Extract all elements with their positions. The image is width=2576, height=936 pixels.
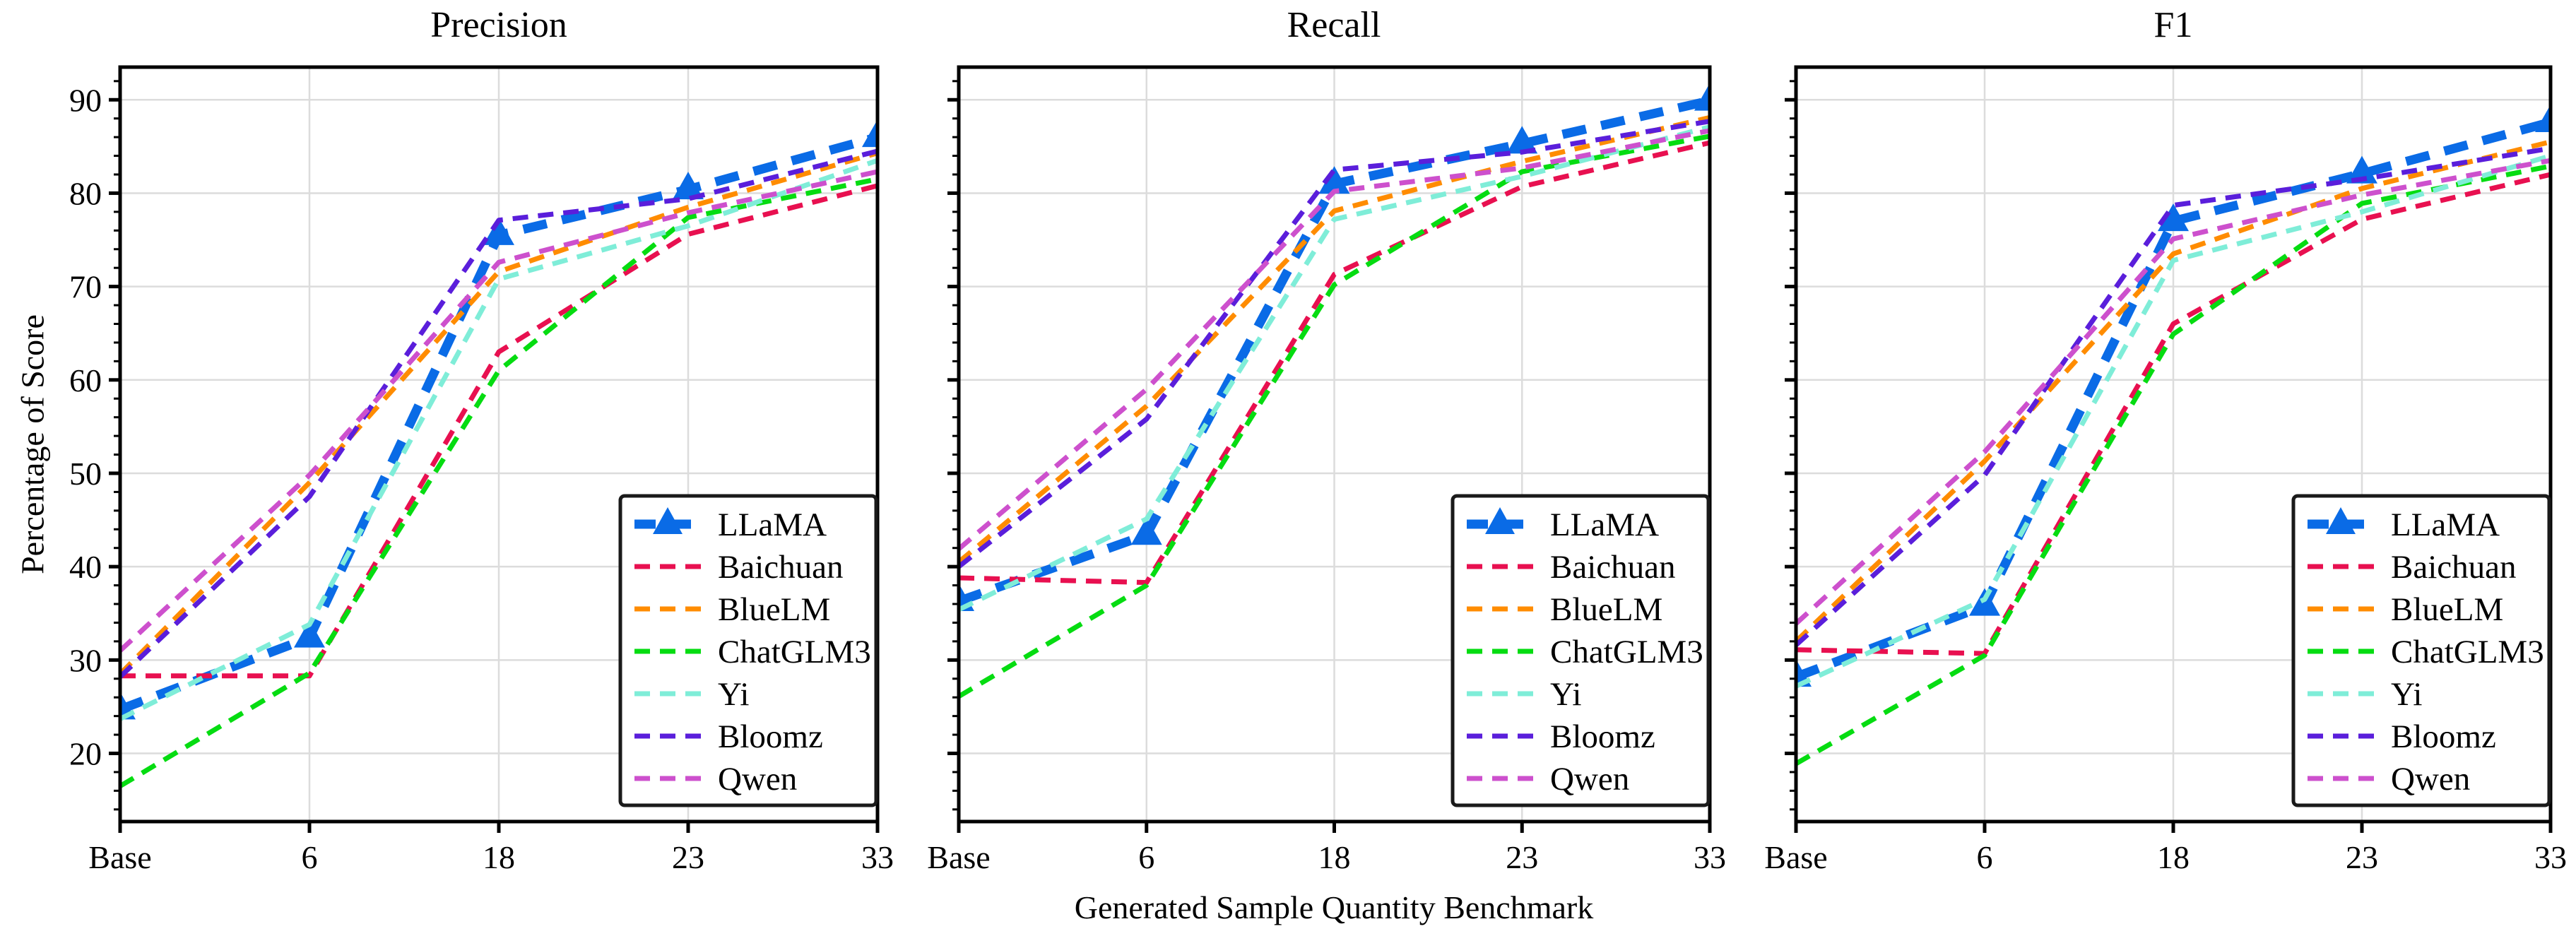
legend-box	[618, 494, 878, 807]
legend-precision: LLaMA Baichuan BlueLM ChatGLM3 Yi Bloomz Qwen	[618, 494, 878, 807]
legend-label-chatglm3: ChatGLM3	[2391, 634, 2544, 670]
x-tick-label-23: 23	[1506, 839, 1538, 875]
legend-label-bluelm: BlueLM	[718, 591, 830, 628]
legend-label-bloomz: Bloomz	[1550, 718, 1655, 755]
legend-label-bluelm: BlueLM	[1550, 591, 1662, 628]
legend-box	[2291, 494, 2551, 807]
y-tick-label-70: 70	[69, 269, 102, 305]
marker-llama-33	[2535, 104, 2551, 132]
series-line-precision-qwen	[120, 169, 878, 653]
x-tick-label-6: 6	[302, 839, 318, 875]
marker-llama-23	[1506, 126, 1538, 154]
y-axis-label: Percentage of Score	[14, 314, 51, 574]
legend-label-baichuan: Baichuan	[718, 549, 844, 586]
legend-label-bloomz: Bloomz	[718, 718, 823, 755]
x-tick-label-18: 18	[2157, 839, 2190, 875]
series-line-recall-qwen	[959, 128, 1710, 551]
x-tick-label-18: 18	[483, 839, 515, 875]
legend-label-chatglm3: ChatGLM3	[1550, 634, 1703, 670]
x-tick-label-23: 23	[2346, 839, 2378, 875]
series-line-precision-bluelm	[120, 150, 878, 676]
series-line-recall-bloomz	[959, 119, 1710, 569]
series-line-precision-yi	[120, 158, 878, 721]
series-line-f1-chatglm3	[1796, 163, 2551, 766]
series-group	[959, 83, 1710, 699]
y-tick-label-90: 90	[69, 82, 102, 118]
series-line-recall-yi	[959, 124, 1710, 612]
series-group	[120, 119, 878, 788]
series-line-recall-chatglm3	[959, 134, 1710, 699]
legend-label-yi: Yi	[718, 676, 749, 713]
legend-label-chatglm3: ChatGLM3	[718, 634, 871, 670]
y-tick-label-20: 20	[69, 736, 102, 772]
x-tick-label-33: 33	[2534, 839, 2567, 875]
x-axis-label: Generated Sample Quantity Benchmark	[1074, 889, 1594, 925]
marker-llama-18	[2158, 203, 2189, 232]
legend-label-baichuan: Baichuan	[2391, 549, 2517, 586]
legend-f1: LLaMA Baichuan BlueLM ChatGLM3 Yi Bloomz Qwen	[2291, 494, 2551, 807]
series-group	[1796, 104, 2551, 766]
y-tick-label-60: 60	[69, 362, 102, 398]
ticks	[947, 80, 1712, 833]
legend-label-llama: LLaMA	[2391, 506, 2500, 543]
legend-marker-llama	[1485, 507, 1515, 534]
legend-label-llama: LLaMA	[718, 506, 827, 543]
y-tick-label-50: 50	[69, 456, 102, 492]
marker-llama-6	[294, 620, 325, 648]
legend-recall: LLaMA Baichuan BlueLM ChatGLM3 Yi Bloomz Qwen	[1451, 494, 1711, 807]
legend-label-yi: Yi	[1550, 676, 1581, 713]
legend-box	[1451, 494, 1711, 807]
x-tick-label-18: 18	[1318, 839, 1351, 875]
subplot-title-f1: F1	[2153, 5, 2193, 45]
legend-label-qwen: Qwen	[718, 761, 797, 798]
legend-marker-llama	[653, 507, 683, 534]
x-tick-label-base: Base	[927, 839, 990, 875]
subplot-precision: 20 30 40 50 60 70 80 90 Base 6 18 23 33 LLaMA Baichuan…	[69, 65, 894, 875]
marker-llama-18	[1318, 166, 1350, 194]
legend-label-bluelm: BlueLM	[2391, 591, 2503, 628]
y-tick-label-30: 30	[69, 642, 102, 678]
marker-llama-base	[959, 583, 974, 612]
y-tick-label-80: 80	[69, 175, 102, 211]
series-line-f1-yi	[1796, 153, 2551, 689]
marker-llama-23	[2346, 155, 2377, 184]
legend-label-baichuan: Baichuan	[1550, 549, 1676, 586]
series-line-recall-baichuan	[959, 140, 1710, 586]
legend-label-llama: LLaMA	[1550, 506, 1659, 543]
series-line-precision-bloomz	[120, 148, 878, 679]
subplot-f1: Base 6 18 23 33 LLaMA Baichuan BlueLM ChatGLM3 Yi…	[1764, 65, 2567, 875]
subplot-recall: Base 6 18 23 33 LLaMA Baichuan BlueLM ChatGLM3 Yi…	[927, 65, 1726, 875]
y-tick-label-40: 40	[69, 549, 102, 585]
legend-marker-llama	[2326, 507, 2356, 534]
legend-label-yi: Yi	[2391, 676, 2422, 713]
series-line-f1-bluelm	[1796, 139, 2551, 644]
series-line-f1-baichuan	[1796, 172, 2551, 656]
series-line-recall-bluelm	[959, 114, 1710, 564]
x-tick-label-33: 33	[861, 839, 894, 875]
ticks	[109, 80, 880, 833]
marker-llama-23	[673, 172, 704, 200]
series-line-f1-qwen	[1796, 158, 2551, 626]
marker-llama-33	[862, 119, 878, 148]
marker-llama-6	[1130, 517, 1162, 545]
x-tick-label-base: Base	[88, 839, 151, 875]
x-tick-label-6: 6	[1977, 839, 1993, 875]
legend-label-bloomz: Bloomz	[2391, 718, 2496, 755]
legend-label-qwen: Qwen	[2391, 761, 2470, 798]
x-tick-label-base: Base	[1764, 839, 1827, 875]
marker-llama-18	[483, 217, 514, 245]
subplot-title-recall: Recall	[1287, 5, 1381, 45]
legend-label-qwen: Qwen	[1550, 761, 1629, 798]
x-tick-label-23: 23	[672, 839, 704, 875]
x-tick-label-6: 6	[1138, 839, 1154, 875]
ticks	[1785, 80, 2553, 833]
x-tick-label-33: 33	[1694, 839, 1726, 875]
subplot-title-precision: Precision	[430, 5, 567, 45]
series-line-precision-baichuan	[120, 183, 878, 679]
marker-llama-33	[1694, 83, 1710, 111]
